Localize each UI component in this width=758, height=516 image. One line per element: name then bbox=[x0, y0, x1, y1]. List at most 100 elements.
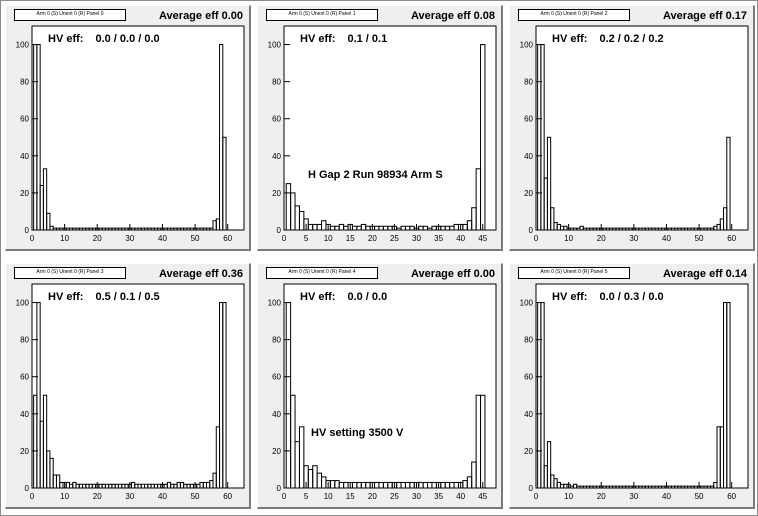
panel-5-xtick-label: 20 bbox=[597, 492, 606, 501]
panel-5-xtick-label: 10 bbox=[564, 492, 573, 501]
panel-1-ytick-label: 0 bbox=[277, 226, 282, 235]
panel-3-xtick-label: 40 bbox=[158, 492, 167, 501]
panel-0-xtick-label: 40 bbox=[158, 234, 167, 243]
panel-5-xtick-label: 50 bbox=[695, 492, 704, 501]
panel-0-hv-eff: HV eff: 0.0 / 0.0 / 0.0 bbox=[48, 33, 160, 45]
panel-2-xtick-label: 0 bbox=[534, 234, 539, 243]
panel-5-bar bbox=[540, 302, 545, 489]
panel-3-hv-eff: HV eff: 0.5 / 0.1 / 0.5 bbox=[48, 291, 160, 303]
panel-2-bar bbox=[550, 207, 555, 231]
panel-0-title-box: Arm 0 (S) Unent 0 (R) Panel 0 bbox=[14, 9, 126, 21]
panel-4-xtick-label: 0 bbox=[282, 492, 287, 501]
panel-3-bar bbox=[55, 474, 61, 489]
panel-1-plot: 0 20 40 60 80 100 0 5 10 15 20 25 30 35 40 45 bbox=[268, 25, 497, 243]
panel-0-xtick-label: 50 bbox=[191, 234, 200, 243]
panel-5-pad: 0 20 40 60 80 100 0 10 20 30 40 50 60 Arm 0 (S) Unen… bbox=[509, 263, 755, 509]
panel-4-bar bbox=[298, 426, 305, 489]
panel-2-ytick-label: 80 bbox=[524, 78, 533, 87]
panel-5-hv-values: 0.0 / 0.3 / 0.0 bbox=[599, 291, 664, 303]
panel-4-ytick-label: 60 bbox=[272, 373, 281, 382]
panel-4-ytick-label: 0 bbox=[277, 484, 282, 493]
panel-3-ytick-label: 80 bbox=[20, 336, 29, 345]
panel-1-xtick-label: 25 bbox=[390, 234, 399, 243]
panel-2-bar bbox=[546, 136, 552, 231]
panel-1-hv-eff: HV eff: 0.1 / 0.1 bbox=[300, 33, 387, 45]
panel-3-bar bbox=[222, 302, 227, 489]
panel-2-pad: 0 20 40 60 80 100 0 10 20 30 40 50 60 Arm 0 (S) Unen… bbox=[509, 5, 755, 251]
panel-0-bar bbox=[222, 136, 227, 231]
panel-3-xtick-label: 10 bbox=[60, 492, 69, 501]
panel-0-ytick-label: 20 bbox=[20, 189, 29, 198]
panel-1-ytick-label: 40 bbox=[272, 152, 281, 161]
panel-0-ytick-label: 60 bbox=[20, 115, 29, 124]
panel-3-xtick-label: 50 bbox=[191, 492, 200, 501]
panel-4-ytick-label: 20 bbox=[272, 447, 281, 456]
panel-1-hv-values: 0.1 / 0.1 bbox=[347, 33, 388, 45]
panel-5-hv-label: HV eff: bbox=[552, 291, 588, 303]
panel-4-xtick-label: 15 bbox=[346, 492, 355, 501]
panel-1-ytick-label: 100 bbox=[268, 41, 282, 50]
panel-5-ytick-label: 60 bbox=[524, 373, 533, 382]
panel-0-ytick-label: 0 bbox=[25, 226, 30, 235]
panel-4-hv-values: 0.0 / 0.0 bbox=[347, 291, 388, 303]
panel-5-ytick-label: 40 bbox=[524, 410, 533, 419]
panel-4-plot: 0 20 40 60 80 100 0 5 10 15 20 25 30 35 40 45 bbox=[268, 283, 497, 501]
panel-0-xtick-label: 30 bbox=[125, 234, 134, 243]
panel-2-ytick-label: 100 bbox=[520, 41, 534, 50]
panel-3-plot: 0 20 40 60 80 100 0 10 20 30 40 50 60 bbox=[16, 283, 245, 501]
panel-0-ytick-label: 100 bbox=[16, 41, 30, 50]
panel-2-xtick-label: 20 bbox=[597, 234, 606, 243]
panel-0-frame bbox=[31, 25, 245, 231]
panel-3-ytick-label: 0 bbox=[25, 484, 30, 493]
panel-3-average-eff: Average eff 0.36 bbox=[159, 268, 243, 280]
panel-5-frame bbox=[535, 283, 749, 489]
panel-4-xtick-label: 45 bbox=[478, 492, 487, 501]
panel-5-ytick-label: 0 bbox=[529, 484, 534, 493]
panel-2-hv-eff: HV eff: 0.2 / 0.2 / 0.2 bbox=[552, 33, 664, 45]
panel-2-bar bbox=[726, 136, 731, 231]
panel-1-title-box: Arm 0 (S) Unent 0 (R) Panel 1 bbox=[266, 9, 378, 21]
panel-1-xtick-label: 20 bbox=[368, 234, 377, 243]
panel-1-xtick-label: 15 bbox=[346, 234, 355, 243]
panel-2-xtick-label: 30 bbox=[629, 234, 638, 243]
panel-3-frame bbox=[31, 283, 245, 489]
panel-1-xtick-label: 35 bbox=[434, 234, 443, 243]
panel-3-xtick-label: 20 bbox=[93, 492, 102, 501]
panel-3-pad: 0 20 40 60 80 100 0 10 20 30 40 50 60 Arm 0 (S) Unen… bbox=[5, 263, 251, 509]
run-info-annotation: H Gap 2 Run 98934 Arm S bbox=[308, 169, 443, 181]
panel-4-hv-label: HV eff: bbox=[300, 291, 336, 303]
panel-2-plot: 0 20 40 60 80 100 0 10 20 30 40 50 60 bbox=[520, 25, 749, 243]
panel-5-xtick-label: 0 bbox=[534, 492, 539, 501]
panel-4-xtick-label: 25 bbox=[390, 492, 399, 501]
panel-2-xtick-label: 60 bbox=[727, 234, 736, 243]
panel-3-ytick-label: 60 bbox=[20, 373, 29, 382]
panel-0-bar bbox=[36, 44, 41, 231]
panel-4-ytick-label: 100 bbox=[268, 299, 282, 308]
panel-3-xtick-label: 30 bbox=[125, 492, 134, 501]
hv-setting-annotation: HV setting 3500 V bbox=[311, 427, 404, 439]
panel-1-hv-label: HV eff: bbox=[300, 33, 336, 45]
panel-1-bar bbox=[480, 44, 486, 231]
panel-0-ytick-label: 40 bbox=[20, 152, 29, 161]
panel-1-pad: 0 20 40 60 80 100 0 5 10 15 20 25 30 35 40 45 Arm 0 (S)… bbox=[257, 5, 503, 251]
panel-0-hv-label: HV eff: bbox=[48, 33, 84, 45]
panel-2-frame bbox=[535, 25, 749, 231]
panel-2-hv-values: 0.2 / 0.2 / 0.2 bbox=[599, 33, 664, 45]
panel-0-xtick-label: 0 bbox=[30, 234, 35, 243]
panel-3-hv-label: HV eff: bbox=[48, 291, 84, 303]
panel-0-pad: 0 20 40 60 80 100 0 10 20 30 40 50 60 Arm 0 (S) Unen… bbox=[5, 5, 251, 251]
panel-4-average-eff: Average eff 0.00 bbox=[411, 268, 495, 280]
panel-1-xtick-label: 45 bbox=[478, 234, 487, 243]
panel-5-xtick-label: 30 bbox=[629, 492, 638, 501]
panel-0-xtick-label: 20 bbox=[93, 234, 102, 243]
panel-4-xtick-label: 10 bbox=[324, 492, 333, 501]
panel-5-plot: 0 20 40 60 80 100 0 10 20 30 40 50 60 bbox=[520, 283, 749, 501]
panel-5-bar bbox=[726, 302, 731, 489]
panel-3-bar bbox=[42, 394, 48, 489]
panel-3-xtick-label: 60 bbox=[223, 492, 232, 501]
panel-0-xtick-label: 60 bbox=[223, 234, 232, 243]
panel-4-xtick-label: 40 bbox=[456, 492, 465, 501]
panel-1-xtick-label: 0 bbox=[282, 234, 287, 243]
panel-5-average-eff: Average eff 0.14 bbox=[663, 268, 747, 280]
panel-0-bar bbox=[42, 168, 48, 231]
